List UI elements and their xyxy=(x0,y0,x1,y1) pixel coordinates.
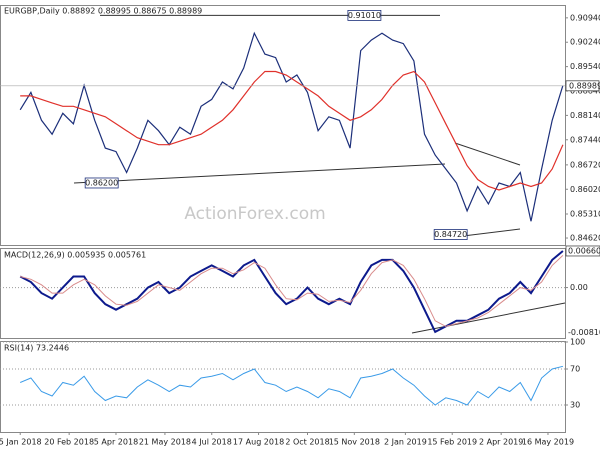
y-tick-label: 0.90940 xyxy=(570,13,600,22)
series-line xyxy=(19,31,564,222)
y-tick-label: 0.86720 xyxy=(570,160,600,169)
x-tick-label: 17 Aug 2018 xyxy=(233,438,284,447)
x-tick-label: 21 May 2018 xyxy=(139,438,191,447)
y-tick-label: 0.84620 xyxy=(570,234,600,243)
chart-title: EURGBP,Daily 0.88892 0.88995 0.88675 0.8… xyxy=(4,7,202,16)
annotation-box xyxy=(433,229,468,240)
y-tick-label: 0.89540 xyxy=(570,62,600,71)
y-tick-label: 30 xyxy=(570,401,580,410)
marker-label: -0.008102 xyxy=(568,328,600,337)
macd-trendline xyxy=(411,302,566,334)
rsi-panel xyxy=(0,341,566,433)
x-tick-label: 2 Jan 2019 xyxy=(384,438,427,447)
price-panel xyxy=(0,5,566,246)
price-marker: 0.88989 xyxy=(569,81,600,90)
marker-box xyxy=(565,245,600,257)
y-tick-label: 100 xyxy=(570,338,585,347)
x-tick-label: 15 Nov 2018 xyxy=(329,438,380,447)
y-tick-label: 0.86020 xyxy=(570,185,600,194)
price-marker-box xyxy=(565,80,600,92)
y-tick-label: 0.85310 xyxy=(570,209,600,218)
x-tick-label: 20 Feb 2018 xyxy=(44,438,94,447)
macd-panel xyxy=(0,248,566,339)
rsi-title: RSI(14) 73.2446 xyxy=(4,344,69,353)
marker-box xyxy=(566,327,600,338)
x-tick-label: 4 Jul 2018 xyxy=(192,438,232,447)
y-tick-label: 0.90240 xyxy=(570,38,600,47)
y-tick-label: 0.88140 xyxy=(570,111,600,120)
wedge-upper xyxy=(454,142,521,166)
annotation-box xyxy=(347,10,382,21)
series-line xyxy=(20,365,564,406)
support-trendline xyxy=(73,163,446,184)
x-tick-label: 15 Feb 2019 xyxy=(427,438,477,447)
x-tick-label: 2 Oct 2018 xyxy=(285,438,329,447)
series-line xyxy=(20,255,564,327)
annotation-label: 0.91010 xyxy=(348,11,381,20)
annotation-box xyxy=(84,177,119,189)
annotation-label: 0.84720 xyxy=(434,230,467,239)
series-line xyxy=(19,250,564,334)
macd-title: MACD(12,26,9) 0.005935 0.005761 xyxy=(4,251,146,260)
y-tick-label: 70 xyxy=(570,365,580,374)
x-tick-label: 5 Jan 2018 xyxy=(0,438,42,447)
x-tick-label: 5 Apr 2018 xyxy=(94,438,138,447)
series-line xyxy=(20,70,564,191)
x-tick-label: 16 May 2019 xyxy=(522,438,574,447)
marker-label: 0.006603 xyxy=(568,246,600,255)
y-tick-label: 0.87440 xyxy=(570,135,600,144)
x-tick-label: 2 Apr 2019 xyxy=(479,438,523,447)
y-tick-label: 0.00 xyxy=(570,283,588,292)
watermark: ActionForex.com xyxy=(184,204,325,224)
annotation-label: 0.86200 xyxy=(85,178,118,187)
